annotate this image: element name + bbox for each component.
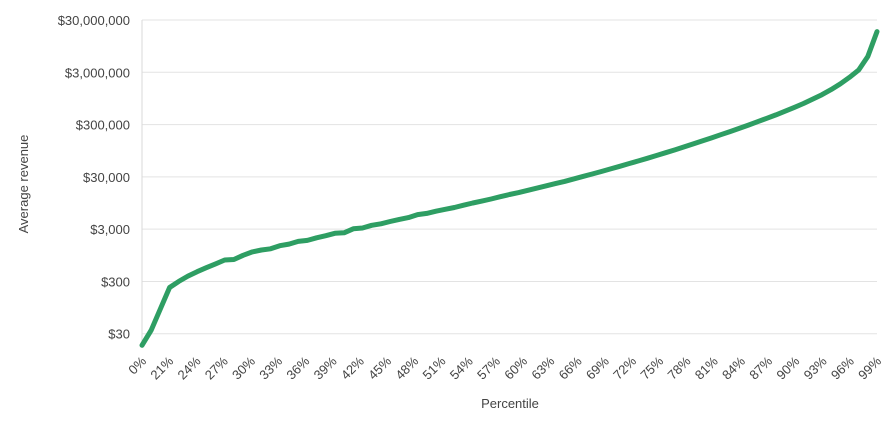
x-tick-label: 0%	[125, 353, 149, 377]
x-tick-label: 81%	[692, 353, 721, 382]
gridlines	[141, 19, 877, 348]
x-tick-label: 51%	[420, 353, 449, 382]
x-tick-label: 48%	[392, 353, 421, 382]
x-tick-label: 99%	[855, 353, 884, 382]
series-line	[139, 29, 880, 348]
x-tick-label: 21%	[147, 353, 176, 382]
x-tick-label: 69%	[583, 353, 612, 382]
y-tick-label: $300,000	[76, 118, 130, 133]
x-tick-label: 78%	[665, 353, 694, 382]
y-tick-label: $3,000,000	[65, 65, 130, 80]
series-layer	[139, 29, 880, 348]
x-tick-label: 42%	[338, 353, 367, 382]
x-tick-label: 24%	[175, 353, 204, 382]
x-tick-label: 36%	[283, 353, 312, 382]
x-tick-label: 93%	[801, 353, 830, 382]
x-tick-label: 45%	[365, 353, 394, 382]
x-tick-label: 90%	[773, 353, 802, 382]
x-axis-title: Percentile	[481, 396, 539, 411]
x-tick-label: 72%	[610, 353, 639, 382]
x-tick-label: 60%	[501, 353, 530, 382]
y-tick-label: $30,000	[83, 170, 130, 185]
y-axis-title: Average revenue	[16, 135, 31, 234]
x-tick-label: 63%	[528, 353, 557, 382]
y-axis: $30 $300 $3,000 $30,000 $300,000 $3,000,000 $3…	[58, 13, 130, 342]
x-tick-label: 54%	[447, 353, 476, 382]
x-tick-label: 96%	[828, 353, 857, 382]
x-tick-label: 66%	[556, 353, 585, 382]
x-tick-label: 57%	[474, 353, 503, 382]
x-tick-label: 30%	[229, 353, 258, 382]
y-tick-label: $30	[108, 327, 130, 342]
x-tick-label: 33%	[256, 353, 285, 382]
y-tick-label: $3,000	[90, 222, 130, 237]
x-tick-label: 84%	[719, 353, 748, 382]
x-tick-label: 39%	[311, 353, 340, 382]
x-tick-label: 75%	[637, 353, 666, 382]
y-tick-label: $300	[101, 274, 130, 289]
x-tick-label: 87%	[746, 353, 775, 382]
x-tick-label: 27%	[202, 353, 231, 382]
y-tick-label: $30,000,000	[58, 13, 130, 28]
x-axis: 0%21%24%27%30%33%36%39%42%45%48%51%54%57…	[125, 353, 884, 382]
